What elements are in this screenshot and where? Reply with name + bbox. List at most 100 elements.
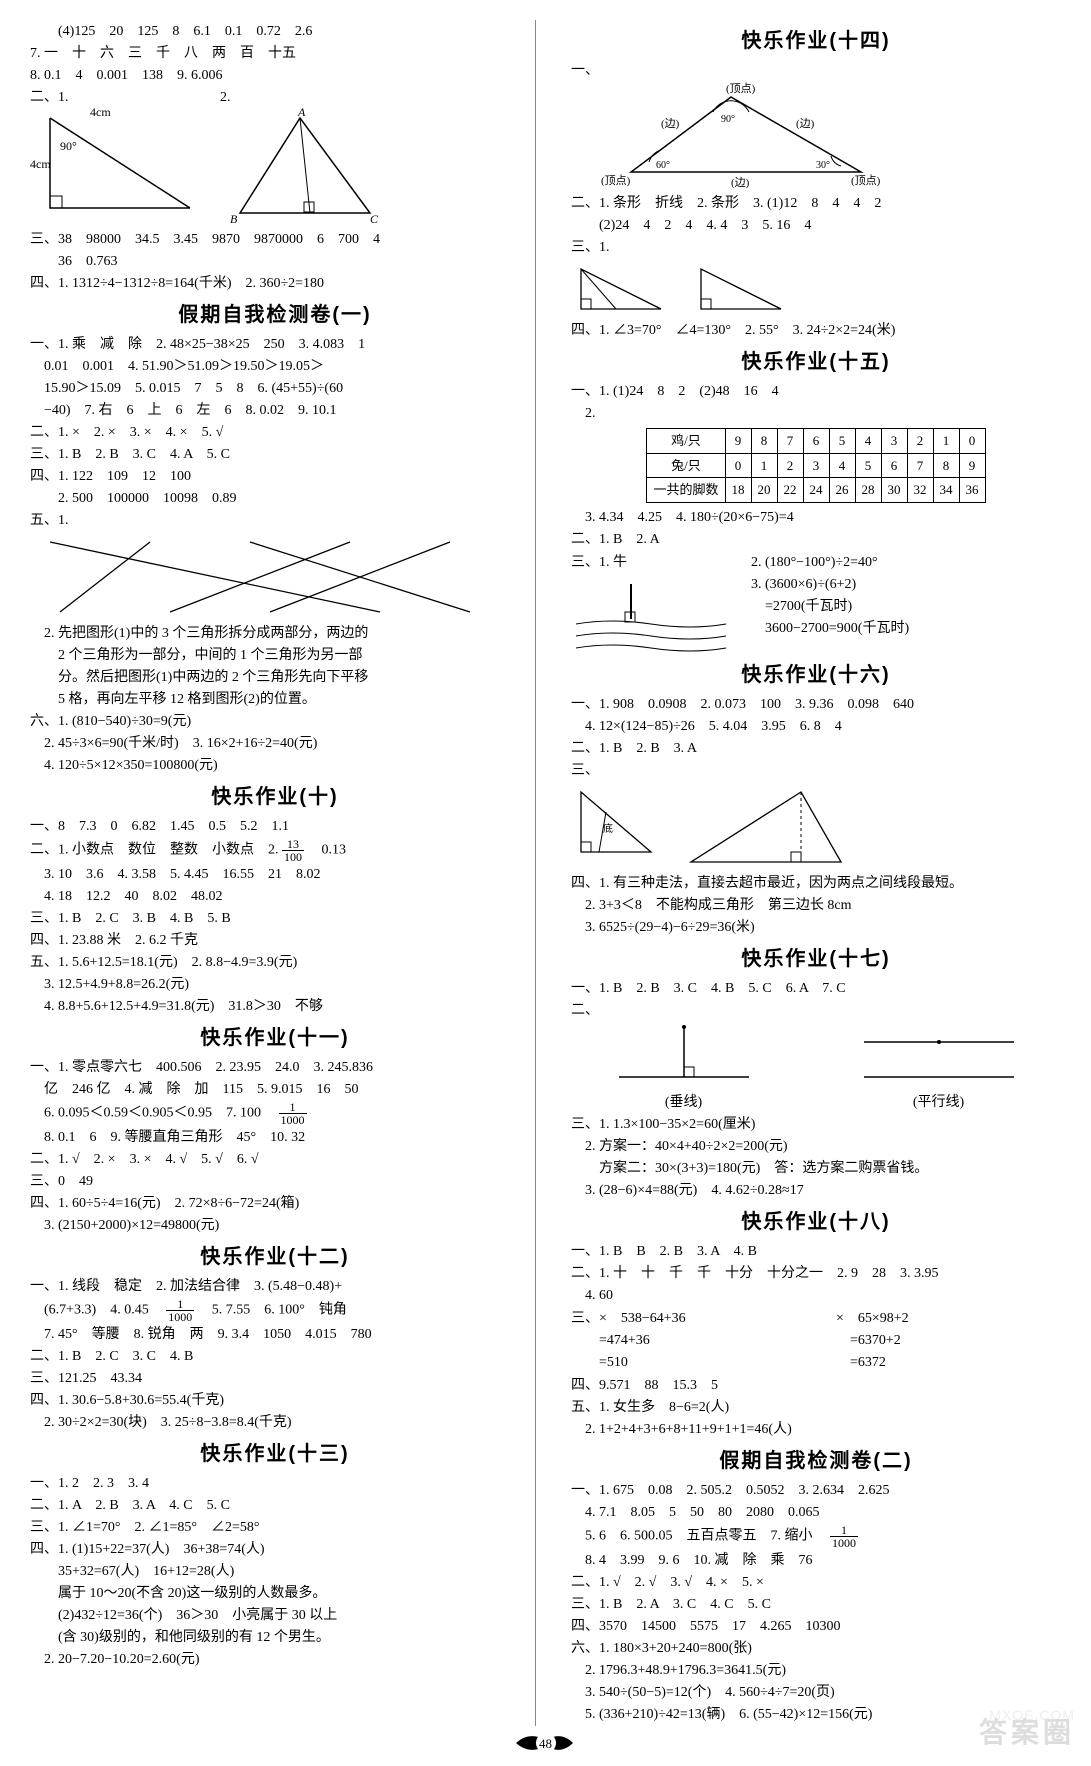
text-line: 一、1. 2 2. 3 3. 4 [30, 1473, 520, 1494]
text-line: 三、1. ∠1=70° 2. ∠1=85° ∠2=58° [30, 1517, 520, 1538]
text-line: =6370+2 [836, 1330, 1061, 1351]
text-line: 四、3570 14500 5575 17 4.265 10300 [571, 1616, 1061, 1637]
diagram-label: 二、1. [30, 90, 69, 105]
svg-text:90°: 90° [721, 114, 735, 125]
text-line: 二、1. B 2. B 3. A [571, 738, 1061, 759]
text-line: 四、1. 1312÷4−1312÷8=164(千米) 2. 360÷2=180 [30, 273, 520, 294]
page: (4)125 20 125 8 6.1 0.1 0.72 2.6 7. 一 十 … [0, 0, 1091, 1766]
section-heading-hw15: 快乐作业(十五) [571, 347, 1061, 377]
text-line: 一、1. 乘 减 除 2. 48×25−38×25 250 3. 4.083 1 [30, 334, 520, 355]
table-row: 兔/只0123456789 [647, 453, 985, 478]
section-heading-hw10: 快乐作业(十) [30, 782, 520, 812]
text-line: 一、1. (1)24 8 2 (2)48 16 4 [571, 381, 1061, 402]
text-line: 五、1. 女生多 8−6=2(人) [571, 1397, 1061, 1418]
text-line: 8. 0.1 4 0.001 138 9. 6.006 [30, 65, 520, 86]
text-line: 35+32=67(人) 16+12=28(人) [30, 1561, 520, 1582]
text-line: 方案二：30×(3+3)=180(元) 答：选方案二购票省钱。 [571, 1158, 1061, 1179]
text-line: 一、1. B B 2. B 3. A 4. B [571, 1241, 1061, 1262]
text-line: 四、9.571 88 15.3 5 [571, 1375, 1061, 1396]
text-line: 8. 4 3.99 9. 6 10. 减 除 乘 76 [571, 1550, 1061, 1571]
svg-text:(顶点): (顶点) [851, 174, 881, 187]
text-line: 7. 一 十 六 三 千 八 两 百 十五 [30, 43, 520, 64]
svg-text:(顶点): (顶点) [726, 82, 756, 95]
text-line: 6. 0.095＜0.59＜0.905＜0.95 7. 100 1 1000 [30, 1101, 520, 1126]
text-line: 3. 12.5+4.9+8.8=26.2(元) [30, 974, 520, 995]
text-line: 属于 10～20(不含 20)这一级别的人数最多。 [30, 1583, 520, 1604]
triangle-svg: 4cm 4cm 90° [30, 108, 200, 228]
text-line: 一、 [571, 60, 1061, 81]
footer-fish-icon: 48 [511, 1728, 581, 1758]
text-line: 2. 500 100000 10098 0.89 [30, 488, 520, 509]
text-line: 三、1. [571, 237, 1061, 258]
text-line: 4. 8.8+5.6+12.5+4.9=31.8(元) 31.8＞30 不够 [30, 996, 520, 1017]
section-heading-hw14: 快乐作业(十四) [571, 26, 1061, 56]
text-line: 5. 6 6. 500.05 五百点零五 7. 缩小 1 1000 [571, 1524, 1061, 1549]
section-heading-hw12: 快乐作业(十二) [30, 1242, 520, 1272]
text-line: 三、38 98000 34.5 3.45 9870 9870000 6 700 … [30, 229, 520, 250]
text-line: 3. (3600×6)÷(6+2) [751, 574, 909, 595]
text-line: =2700(千瓦时) [751, 596, 909, 617]
text-line: 三、 [571, 760, 1061, 781]
svg-text:(边): (边) [796, 117, 815, 130]
text-line: 2. 先把图形(1)中的 3 个三角形拆分成两部分，两边的 [30, 623, 520, 644]
section-heading-hw16: 快乐作业(十六) [571, 660, 1061, 690]
section-heading-hw18: 快乐作业(十八) [571, 1207, 1061, 1237]
text-line: 二、1. √ 2. × 3. × 4. √ 5. √ 6. √ [30, 1149, 520, 1170]
text-line: 二、1. × 2. × 3. × 4. × 5. √ [30, 422, 520, 443]
perpendicular-diagram [609, 1022, 759, 1092]
diagram-label: 2. [220, 90, 231, 105]
text-line: 一、8 7.3 0 6.82 1.45 0.5 5.2 1.1 [30, 816, 520, 837]
text-line: 2. 20−7.20−10.20=2.60(元) [30, 1649, 520, 1670]
text-line: 4. 18 12.2 40 8.02 48.02 [30, 886, 520, 907]
text-line: 2. 3+3＜8 不能构成三角形 第三边长 8cm [571, 895, 1061, 916]
text-line: 3. 4.34 4.25 4. 180÷(20×6−75)=4 [571, 507, 1061, 528]
text-line: 六、1. (810−540)÷30=9(元) [30, 711, 520, 732]
text-line: 2. 45÷3×6=90(千米/时) 3. 16×2+16÷2=40(元) [30, 733, 520, 754]
text-line: 二、1. 条形 折线 2. 条形 3. (1)12 8 4 4 2 [571, 193, 1061, 214]
text-line: 36 0.763 [30, 251, 520, 272]
page-number: 48 [539, 1736, 552, 1751]
text-line: −40) 7. 右 6 上 6 左 6 8. 0.02 9. 10.1 [30, 400, 520, 421]
text-line: 0.01 0.001 4. 51.90＞51.09＞19.50＞19.05＞ [30, 356, 520, 377]
river-diagram [571, 574, 731, 654]
matching-diagram [30, 532, 490, 622]
text-line: × 65×98+2 [836, 1308, 1061, 1329]
text-line: (2)432÷12=36(个) 36＞30 小亮属于 30 以上 [30, 1605, 520, 1626]
text-line: 三、1. 1.3×100−35×2=60(厘米) [571, 1114, 1061, 1135]
small-triangle-2 [691, 259, 791, 319]
triangle-aux-2 [681, 782, 851, 872]
svg-text:B: B [230, 212, 238, 226]
watermark-text: 答案圈 [979, 1712, 1075, 1754]
chicken-rabbit-table: 鸡/只9876543210 兔/只0123456789 一共的脚数1820222… [646, 428, 985, 503]
page-footer: 48 [511, 1728, 581, 1758]
text-line: 一、1. B 2. B 3. C 4. B 5. C 6. A 7. C [571, 978, 1061, 999]
svg-text:(边): (边) [731, 176, 750, 189]
section-heading-exam2: 假期自我检测卷(二) [571, 1446, 1061, 1476]
text-line: 2. [571, 403, 1061, 424]
text-line: 四、1. 30.6−5.8+30.6=55.4(千克) [30, 1390, 520, 1411]
text-line: 5 格，再向左平移 12 格到图形(2)的位置。 [30, 689, 520, 710]
svg-text:30°: 30° [816, 160, 830, 171]
diagram-triangle-2: 2. A B C [220, 87, 380, 228]
text-line: (2)24 4 2 4 4. 4 3 5. 16 4 [571, 215, 1061, 236]
text-line: 4. 7.1 8.05 5 50 80 2080 0.065 [571, 1502, 1061, 1523]
text-line: 三、1. 牛 [571, 552, 731, 573]
text-line: 六、1. 180×3+20+240=800(张) [571, 1638, 1061, 1659]
text-line: 一、1. 零点零六七 400.506 2. 23.95 24.0 3. 245.… [30, 1057, 520, 1078]
section-heading-hw17: 快乐作业(十七) [571, 944, 1061, 974]
text-line: 亿 246 亿 4. 减 除 加 115 5. 9.015 16 50 [30, 1079, 520, 1100]
text-line: 2 个三角形为一部分，中间的 1 个三角形为另一部 [30, 645, 520, 666]
text-line: 三、1. B 2. A 3. C 4. C 5. C [571, 1594, 1061, 1615]
section-heading-hw13: 快乐作业(十三) [30, 1439, 520, 1469]
text-line: 二、1. √ 2. √ 3. √ 4. × 5. × [571, 1572, 1061, 1593]
text-line: 四、1. 23.88 米 2. 6.2 千克 [30, 930, 520, 951]
text-line: 一、1. 线段 稳定 2. 加法结合律 3. (5.48−0.48)+ [30, 1276, 520, 1297]
fraction: 1 1000 [830, 1524, 858, 1549]
text-line: 三、1. B 2. B 3. C 4. A 5. C [30, 444, 520, 465]
diagram-caption: (平行线) [854, 1092, 1024, 1113]
text-line: (6.7+3.3) 4. 0.45 1 1000 5. 7.55 6. 100°… [30, 1298, 520, 1323]
text-line: 二、1. 十 十 千 千 十分 十分之一 2. 9 28 3. 3.95 [571, 1263, 1061, 1284]
text-line: 四、1. 有三种走法，直接去超市最近，因为两点之间线段最短。 [571, 873, 1061, 894]
angle-label: 90° [60, 139, 77, 153]
diagram-triangle-1: 二、1. 4cm 4cm 90° [30, 87, 200, 228]
